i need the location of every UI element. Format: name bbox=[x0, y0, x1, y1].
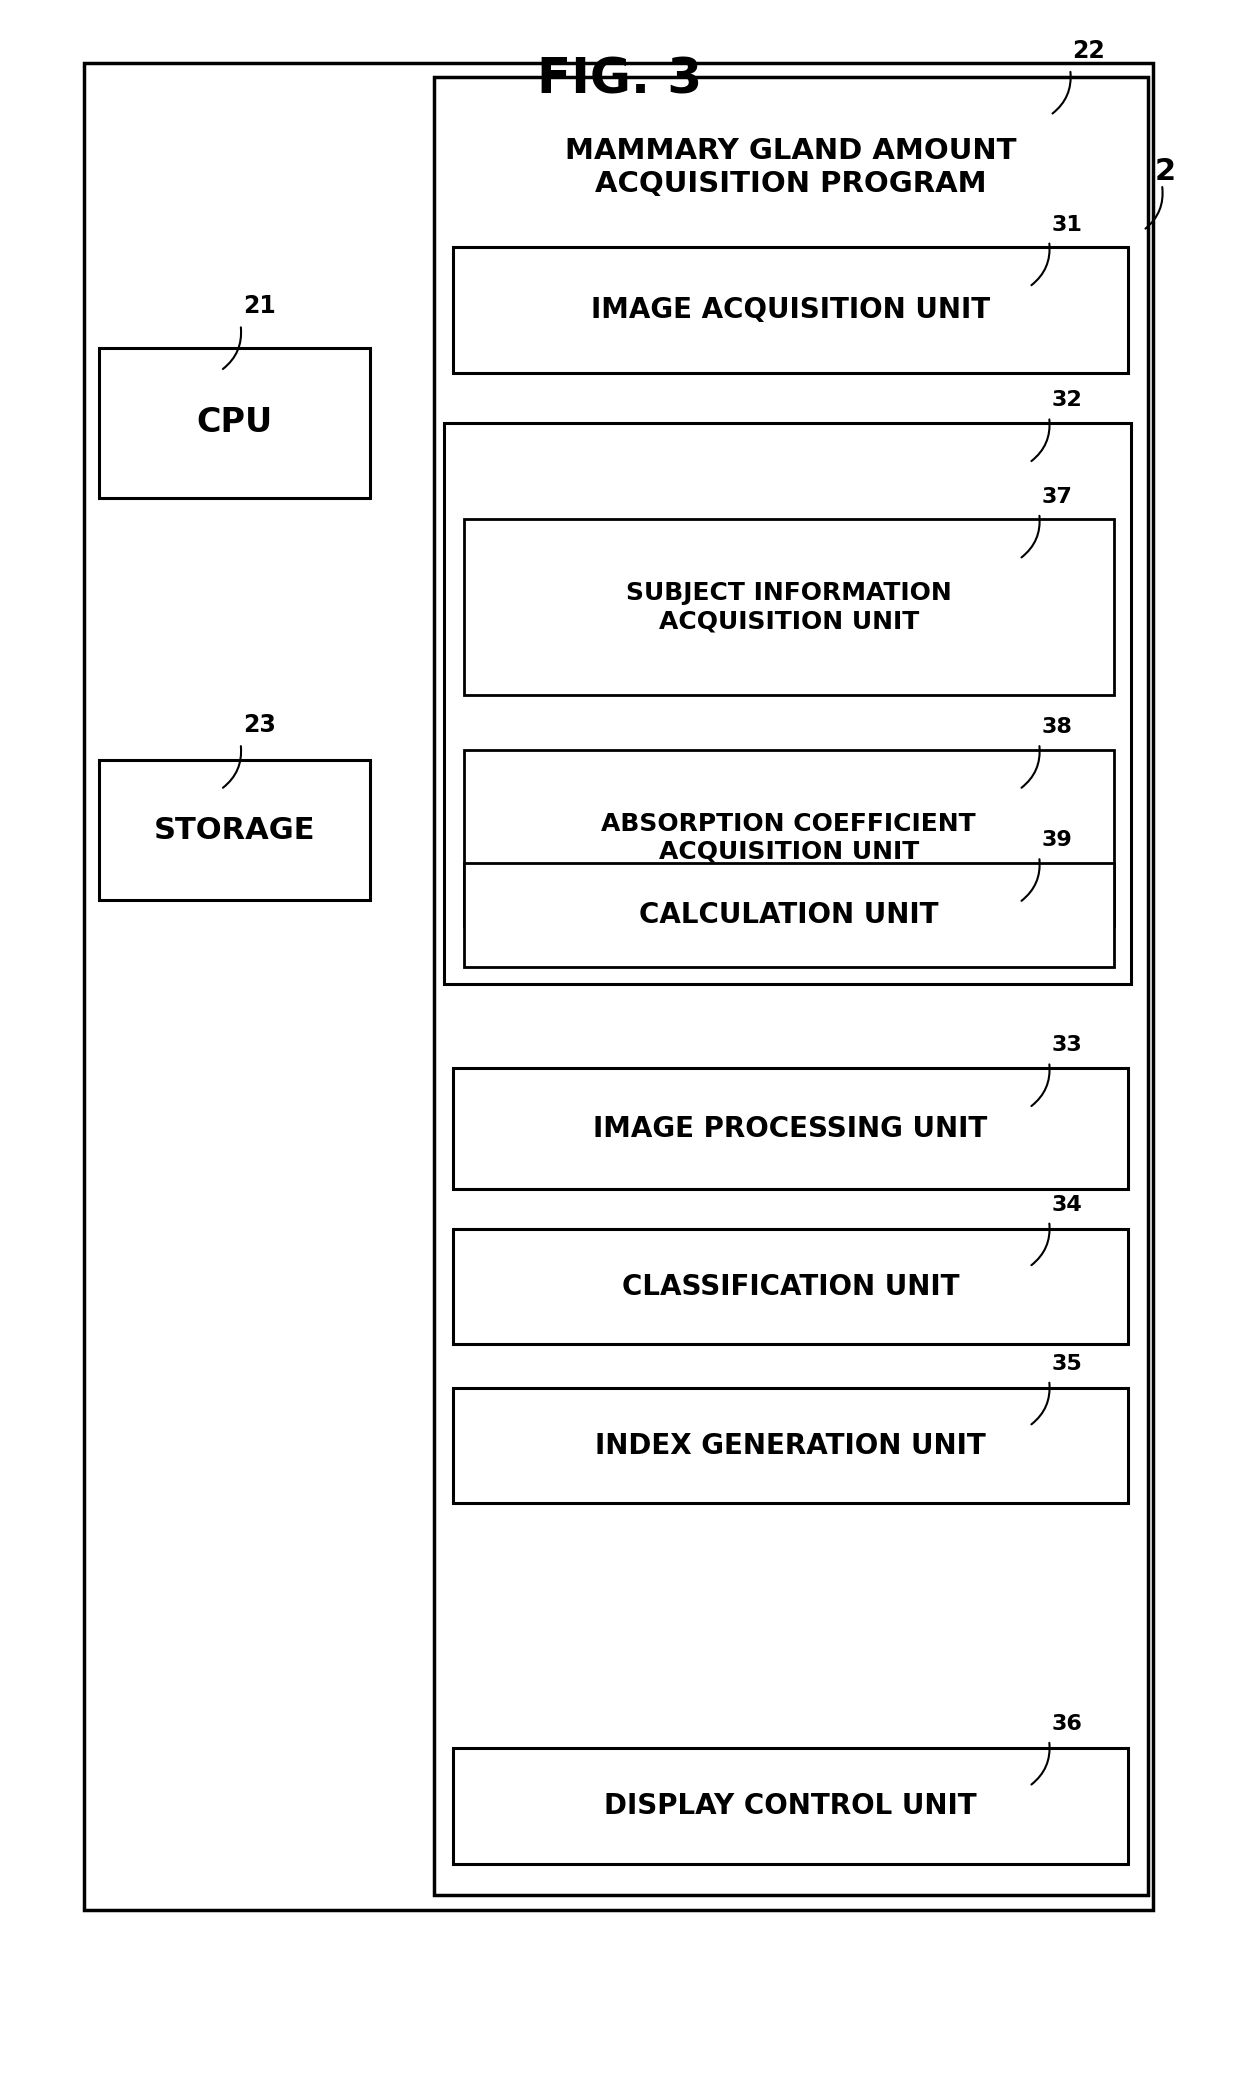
Text: 38: 38 bbox=[1042, 716, 1073, 737]
Text: 39: 39 bbox=[1042, 829, 1073, 850]
Text: INDEX GENERATION UNIT: INDEX GENERATION UNIT bbox=[595, 1432, 986, 1460]
Text: 21: 21 bbox=[243, 295, 275, 318]
Text: 23: 23 bbox=[243, 714, 277, 737]
Text: 36: 36 bbox=[1052, 1713, 1083, 1734]
Text: DISPLAY CONTROL UNIT: DISPLAY CONTROL UNIT bbox=[604, 1792, 977, 1820]
Bar bbox=[453, 1388, 1128, 1503]
Bar bbox=[99, 348, 370, 498]
Text: IMAGE ACQUISITION UNIT: IMAGE ACQUISITION UNIT bbox=[591, 295, 990, 325]
Text: 37: 37 bbox=[1042, 486, 1073, 507]
Text: 33: 33 bbox=[1052, 1034, 1083, 1055]
Bar bbox=[434, 77, 1148, 1895]
Text: CLASSIFICATION UNIT: CLASSIFICATION UNIT bbox=[621, 1273, 960, 1300]
Bar bbox=[464, 750, 1114, 926]
Bar bbox=[444, 423, 1131, 984]
Text: CPU: CPU bbox=[196, 406, 273, 440]
Text: 34: 34 bbox=[1052, 1194, 1083, 1215]
Text: STORAGE: STORAGE bbox=[154, 817, 315, 844]
Bar bbox=[453, 247, 1128, 373]
Bar bbox=[453, 1068, 1128, 1189]
Text: SUBJECT INFORMATION
ACQUISITION UNIT: SUBJECT INFORMATION ACQUISITION UNIT bbox=[626, 582, 951, 632]
Bar bbox=[464, 519, 1114, 695]
Text: CALCULATION UNIT: CALCULATION UNIT bbox=[639, 900, 939, 930]
Text: IMAGE PROCESSING UNIT: IMAGE PROCESSING UNIT bbox=[594, 1114, 987, 1143]
Text: MAMMARY GLAND AMOUNT
ACQUISITION PROGRAM: MAMMARY GLAND AMOUNT ACQUISITION PROGRAM bbox=[565, 138, 1017, 197]
Text: ABSORPTION COEFFICIENT
ACQUISITION UNIT: ABSORPTION COEFFICIENT ACQUISITION UNIT bbox=[601, 812, 976, 863]
Text: 31: 31 bbox=[1052, 214, 1083, 235]
Text: MAMMARY GLAND AMOUNT
CALCULATION UNIT: MAMMARY GLAND AMOUNT CALCULATION UNIT bbox=[572, 524, 1003, 582]
Text: FIG. 3: FIG. 3 bbox=[537, 57, 703, 103]
Bar bbox=[453, 1748, 1128, 1864]
Text: 22: 22 bbox=[1073, 40, 1105, 63]
Text: 35: 35 bbox=[1052, 1353, 1083, 1374]
Text: 2: 2 bbox=[1154, 157, 1177, 186]
Bar bbox=[464, 863, 1114, 967]
Bar bbox=[453, 1229, 1128, 1344]
Bar bbox=[84, 63, 1153, 1910]
Bar bbox=[99, 760, 370, 900]
Text: 32: 32 bbox=[1052, 389, 1083, 410]
